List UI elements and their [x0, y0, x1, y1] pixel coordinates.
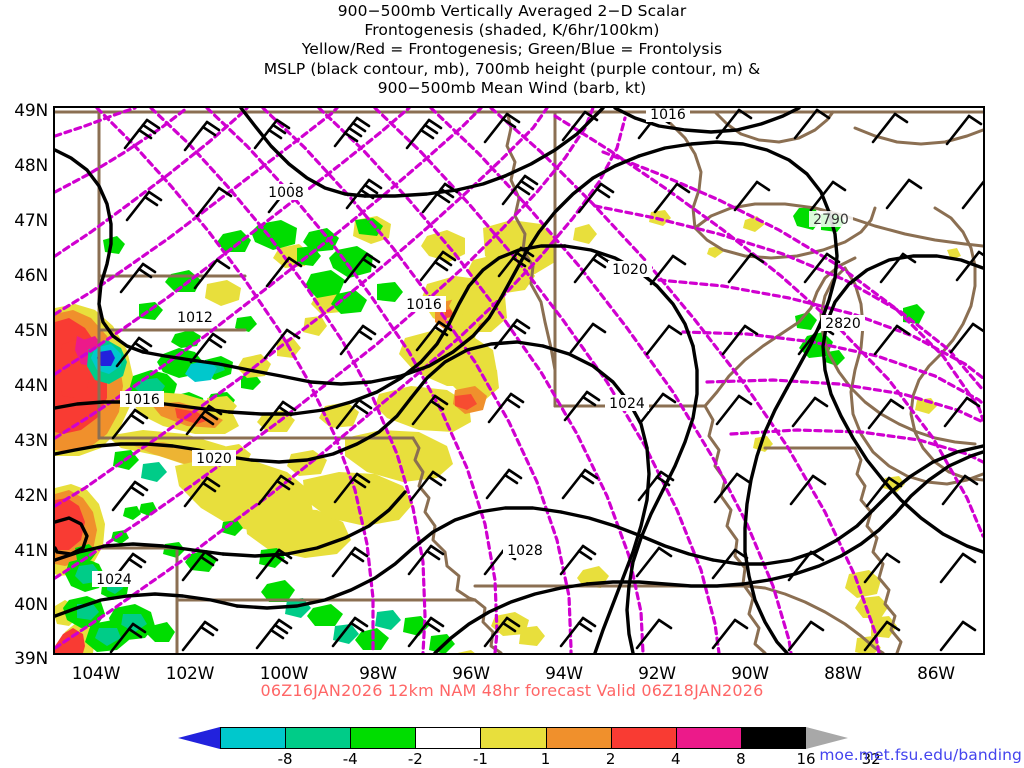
mslp-label-text: 1016 — [650, 108, 686, 123]
y-tick-40n: 40N — [14, 595, 48, 615]
mslp-label: 1016 — [120, 391, 164, 408]
colorbar-tick-label: -8 — [277, 750, 293, 768]
title-line-3: Yellow/Red = Frontogenesis; Green/Blue =… — [301, 40, 723, 59]
height-label-text: 2790 — [813, 212, 849, 228]
x-tick-104w: 104W — [71, 664, 121, 684]
mslp-label-text: 1024 — [609, 396, 645, 412]
colorbar-cell — [350, 727, 416, 749]
mslp-label: 1028 — [503, 542, 547, 559]
mslp-label: 1016 — [646, 108, 690, 123]
contour-labels: 1008 1012 1016 1016 — [92, 108, 865, 588]
map-canvas: 1008 1012 1016 1016 — [55, 108, 983, 653]
x-tick-90w: 90W — [731, 664, 769, 684]
y-tick-48n: 48N — [14, 156, 48, 176]
colorbar-under-arrow — [178, 727, 220, 749]
colorbar-cells — [220, 727, 806, 749]
mslp-label-text: 1024 — [96, 572, 132, 588]
colorbar-cell — [285, 727, 351, 749]
colorbar[interactable]: -8 -4 -2 -1 1 2 4 8 16 32 — [178, 727, 881, 768]
y-tick-45n: 45N — [14, 321, 48, 341]
mslp-label-text: 1008 — [268, 185, 304, 201]
mslp-label: 1012 — [173, 309, 217, 326]
colorbar-cell — [740, 727, 806, 749]
colorbar-tick-label: 1 — [540, 750, 551, 768]
y-tick-42n: 42N — [14, 486, 48, 506]
mslp-label: 1008 — [264, 184, 308, 201]
colorbar-tick-label: -4 — [342, 750, 358, 768]
mslp-label-text: 1028 — [507, 543, 543, 559]
y-tick-44n: 44N — [14, 376, 48, 396]
mslp-label: 1016 — [402, 296, 446, 313]
y-tick-47n: 47N — [14, 211, 48, 231]
map-plot-area[interactable]: 1008 1012 1016 1016 — [53, 106, 985, 655]
title-line-4: MSLP (black contour, mb), 700mb height (… — [263, 59, 761, 78]
title-line-2: Frontogenesis (shaded, K/6hr/100km) — [364, 21, 660, 40]
y-tick-43n: 43N — [14, 431, 48, 451]
mslp-label-text: 1020 — [196, 451, 232, 467]
x-tick-98w: 98W — [359, 664, 397, 684]
mslp-label-text: 1012 — [177, 310, 213, 326]
y-tick-49n: 49N — [14, 101, 48, 121]
mslp-contours — [55, 108, 983, 653]
colorbar-tick-label: 16 — [796, 750, 816, 768]
chart-title-block: 900−500mb Vertically Averaged 2−D Scalar… — [0, 2, 1024, 98]
colorbar-cell — [415, 727, 481, 749]
colorbar-tick-label: 2 — [605, 750, 616, 768]
height-contours-700mb — [55, 108, 983, 653]
y-tick-39n: 39N — [14, 649, 48, 669]
wind-barbs — [109, 108, 983, 653]
mslp-label-text: 1020 — [612, 262, 648, 278]
x-tick-102w: 102W — [165, 664, 215, 684]
title-line-5: 900−500mb Mean Wind (barb, kt) — [377, 78, 647, 97]
height-label: 2790 — [809, 211, 853, 228]
mslp-label: 1024 — [92, 571, 136, 588]
colorbar-tick-label: 4 — [670, 750, 681, 768]
forecast-stamp: 06Z16JAN2026 12km NAM 48hr forecast Vali… — [260, 681, 764, 700]
mslp-label-text: 1016 — [406, 297, 442, 313]
title-line-1: 900−500mb Vertically Averaged 2−D Scalar — [337, 2, 687, 20]
x-tick-94w: 94W — [545, 664, 583, 684]
mslp-label: 1020 — [192, 450, 236, 467]
x-tick-88w: 88W — [824, 664, 862, 684]
colorbar-over-arrow — [806, 727, 848, 749]
x-tick-100w: 100W — [259, 664, 309, 684]
height-label-text: 2820 — [825, 316, 861, 332]
x-tick-86w: 86W — [917, 664, 955, 684]
colorbar-tick-label: -1 — [472, 750, 488, 768]
colorbar-tick-label: 32 — [861, 750, 881, 768]
y-tick-46n: 46N — [14, 266, 48, 286]
height-label: 2820 — [821, 315, 865, 332]
colorbar-tick-label: 8 — [736, 750, 746, 768]
colorbar-cell — [545, 727, 611, 749]
colorbar-cell — [480, 727, 546, 749]
mslp-label-text: 1016 — [124, 392, 160, 408]
colorbar-cell — [675, 727, 741, 749]
mslp-label: 1020 — [608, 261, 652, 278]
source-url[interactable]: moe.met.fsu.edu/banding — [819, 746, 1022, 764]
colorbar-cell — [220, 727, 286, 749]
colorbar-tick-label: -2 — [407, 750, 423, 768]
x-tick-96w: 96W — [452, 664, 490, 684]
x-tick-92w: 92W — [638, 664, 676, 684]
y-tick-41n: 41N — [14, 541, 48, 561]
colorbar-cell — [610, 727, 676, 749]
mslp-label: 1024 — [605, 395, 649, 412]
